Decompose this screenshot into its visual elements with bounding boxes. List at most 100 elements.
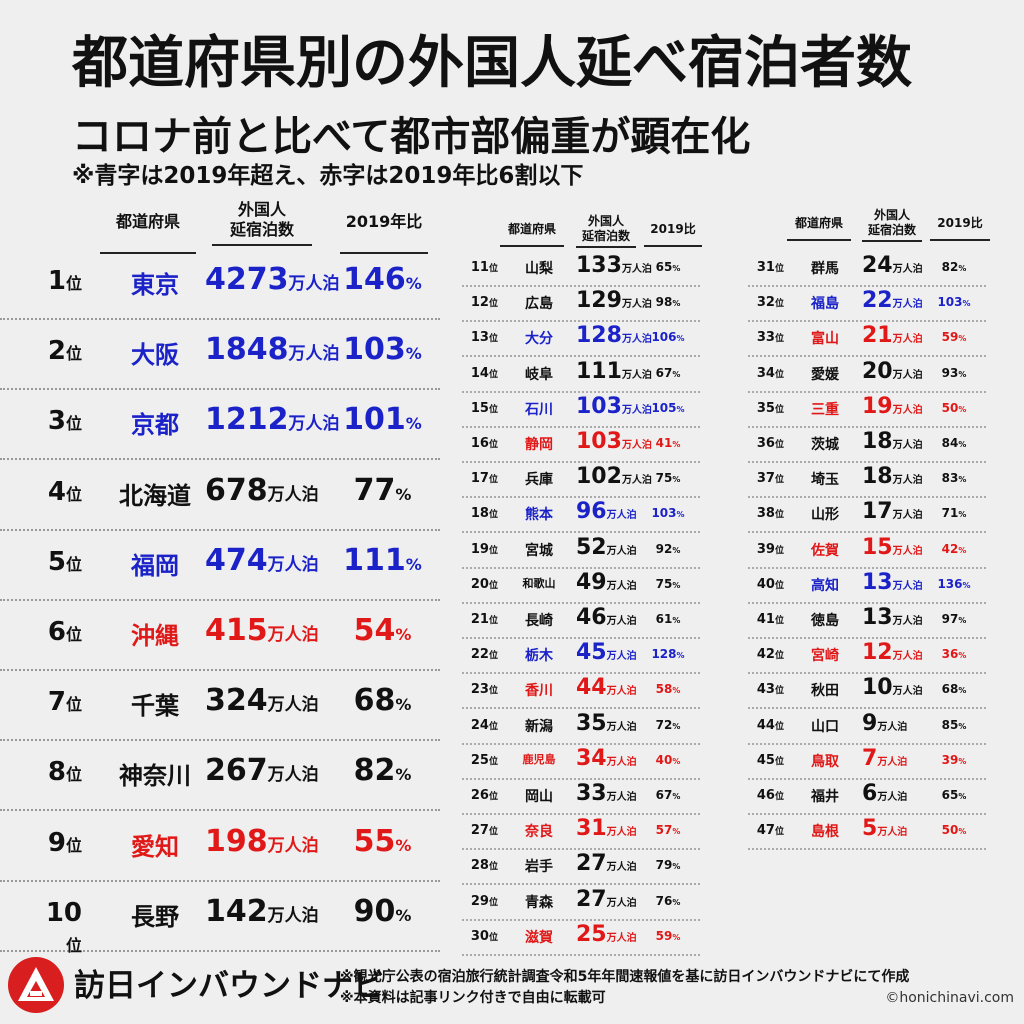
- table-row: 21位 長崎 46万人泊 61%: [462, 602, 700, 639]
- rank-suffix: 位: [488, 545, 498, 556]
- main-header-pref: 都道府県: [100, 212, 196, 254]
- prefecture-name: 石川: [525, 401, 553, 418]
- stays-value: 18: [862, 429, 893, 454]
- rank-suffix: 位: [488, 721, 498, 732]
- rank-suffix: 位: [774, 827, 784, 838]
- mid-header-stays: 外国人 延宿泊数: [576, 214, 636, 248]
- stays-unit: 万人泊: [267, 484, 319, 505]
- ratio-cell: 85%: [926, 718, 982, 732]
- table-row: 35位 三重 19万人泊 50%: [748, 391, 986, 428]
- stays-value: 12: [862, 640, 893, 666]
- stays-cell: 18万人泊: [862, 464, 923, 489]
- ratio-value: 39: [941, 752, 959, 767]
- rank-suffix: 位: [488, 580, 498, 591]
- rank-number: 45: [756, 752, 775, 768]
- rank-suffix: 位: [488, 369, 498, 380]
- table-row: 28位 岩手 27万人泊 79%: [462, 848, 700, 886]
- rank-suffix: 位: [488, 440, 498, 450]
- rank-number: 14: [470, 365, 489, 381]
- ratio-value: 59: [655, 928, 673, 943]
- prefecture-name: 福井: [811, 789, 839, 805]
- table-row: 9位 愛知 198万人泊 55%: [0, 810, 440, 882]
- ratio-unit: %: [672, 932, 681, 942]
- stays-value: 133: [576, 253, 622, 278]
- rank-number: 37: [756, 471, 775, 487]
- ratio-cell: 68%: [926, 682, 982, 696]
- ratio-cell: 67%: [640, 788, 696, 802]
- rank-number: 25: [470, 752, 489, 768]
- stays-cell: 52万人泊: [576, 535, 637, 560]
- ratio-cell: 67%: [640, 366, 696, 380]
- ratio-cell: 103%: [926, 295, 982, 309]
- ratio-unit: %: [676, 510, 685, 520]
- stays-value: 45: [576, 640, 607, 666]
- prefecture-name: 広島: [525, 296, 553, 313]
- table-row: 7位 千葉 324万人泊 68%: [0, 669, 440, 742]
- ratio-unit: %: [405, 344, 422, 364]
- rank-suffix: 位: [65, 554, 82, 574]
- ratio-unit: %: [672, 792, 681, 801]
- stays-unit: 万人泊: [892, 510, 923, 522]
- rank-cell: 4位: [30, 477, 82, 507]
- table-row: 34位 愛媛 20万人泊 93%: [748, 356, 986, 393]
- rank-cell: 17位: [462, 471, 498, 486]
- brand-name: 訪日インバウンドナビ: [74, 968, 384, 1004]
- ratio-value: 71: [941, 506, 959, 521]
- rank-suffix: 位: [488, 510, 498, 521]
- prefecture-name: 徳島: [811, 613, 839, 629]
- rank-suffix: 位: [488, 686, 498, 697]
- prefecture-name: 山梨: [525, 261, 553, 277]
- stays-value: 25: [576, 921, 607, 947]
- stays-value: 5: [862, 816, 878, 842]
- rank-number: 24: [470, 717, 489, 733]
- stays-unit: 万人泊: [621, 299, 652, 311]
- stays-value: 6: [862, 781, 878, 806]
- ratio-value: 65: [655, 260, 673, 274]
- stays-unit: 万人泊: [606, 932, 637, 944]
- rank-number: 11: [470, 260, 489, 275]
- ratio-cell: 92%: [640, 542, 696, 556]
- ratio-unit: %: [672, 545, 681, 555]
- table-row: 30位 滋賀 25万人泊 59%: [462, 919, 700, 956]
- page-subtitle: コロナ前と比べて都市部偏重が顕在化: [72, 114, 751, 160]
- ratio-cell: 82%: [926, 260, 982, 274]
- stays-unit: 万人泊: [606, 756, 637, 768]
- rank-cell: 2位: [30, 336, 82, 366]
- stays-cell: 44万人泊: [576, 675, 637, 700]
- rank-cell: 36位: [748, 436, 784, 451]
- table-row: 17位 兵庫 102万人泊 75%: [462, 461, 700, 499]
- color-legend-note: ※青字は2019年超え、赤字は2019年比6割以下: [72, 163, 584, 189]
- ratio-cell: 42%: [926, 542, 982, 556]
- rank-cell: 41位: [748, 612, 784, 627]
- stays-value: 22: [862, 288, 893, 314]
- rank-suffix: 位: [488, 932, 498, 943]
- stays-unit: 万人泊: [267, 625, 319, 645]
- ratio-unit: %: [672, 440, 681, 449]
- prefecture-name: 岐阜: [525, 366, 553, 383]
- prefecture-name: 島根: [811, 824, 839, 841]
- rank-number: 1: [47, 266, 66, 296]
- rank-suffix: 位: [774, 510, 784, 521]
- rank-cell: 19位: [462, 542, 498, 557]
- table-row: 43位 秋田 10万人泊 68%: [748, 672, 986, 710]
- ratio-unit: %: [672, 686, 681, 696]
- ratio-cell: 103%: [640, 506, 696, 520]
- table-row: 36位 茨城 18万人泊 84%: [748, 426, 986, 463]
- rank-cell: 11位: [462, 260, 498, 275]
- stays-unit: 万人泊: [606, 580, 637, 592]
- stays-cell: 103万人泊: [576, 429, 652, 454]
- ratio-value: 111: [343, 542, 406, 578]
- stays-unit: 万人泊: [892, 299, 923, 311]
- rank-suffix: 位: [774, 686, 784, 697]
- stays-unit: 万人泊: [606, 545, 637, 557]
- ratio-unit: %: [672, 616, 681, 625]
- rank-suffix: 位: [488, 827, 498, 838]
- rank-number: 3: [47, 406, 66, 437]
- rank-number: 5: [47, 546, 66, 577]
- table-row: 2位 大阪 1848万人泊 103%: [0, 318, 440, 391]
- stays-unit: 万人泊: [892, 686, 923, 698]
- rank-cell: 8位: [30, 757, 82, 787]
- table-row: 33位 富山 21万人泊 59%: [748, 320, 986, 358]
- stays-cell: 128万人泊: [576, 323, 652, 348]
- rank-number: 16: [470, 436, 489, 451]
